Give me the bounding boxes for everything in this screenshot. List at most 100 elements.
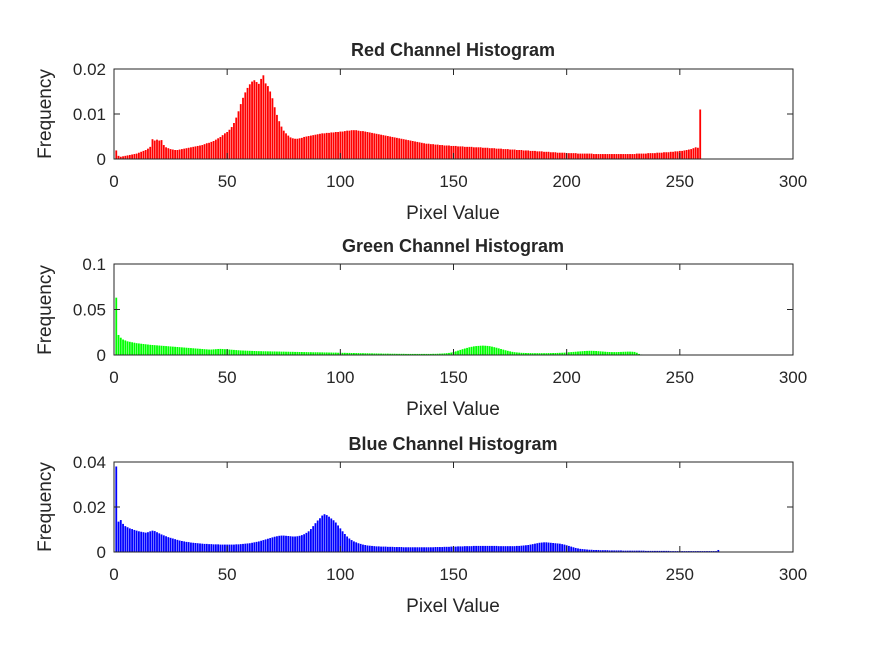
histogram-bar [588,549,591,552]
histogram-bar [325,132,328,159]
histogram-bar [366,545,369,552]
y-tick-label: 0.02 [73,60,106,79]
histogram-bar [128,528,131,553]
histogram-bar [393,137,396,159]
histogram-bar [244,92,247,159]
histogram-bar [190,348,192,355]
histogram-bar [644,153,647,159]
histogram-bar [427,353,430,355]
histogram-bar [647,153,650,159]
histogram-bar [488,545,491,552]
histogram-bar [233,544,235,552]
histogram-bar [228,129,231,159]
histogram-bar [445,145,448,159]
histogram-bar [638,353,640,355]
histogram-bar [694,147,697,159]
histogram-bar [364,545,367,552]
histogram-bar [339,131,342,159]
histogram-bar [604,550,607,552]
histogram-bar [411,353,414,355]
histogram-bar [466,347,468,355]
histogram-bar [497,148,500,159]
histogram-bar [355,353,358,355]
histogram-bar [513,546,516,552]
histogram-bar [396,137,398,159]
histogram-bar [377,353,380,355]
histogram-bar [599,154,602,159]
histogram-bar [611,550,613,552]
histogram-bar [337,525,339,552]
histogram-bar [445,546,448,552]
histogram-bar [221,348,224,355]
histogram-bar [323,352,326,355]
histogram-bar [568,153,570,159]
histogram-bar [366,353,369,355]
histogram-bar [194,543,197,552]
x-tick-label: 200 [552,565,580,584]
chart-title: Green Channel Histogram [342,236,564,256]
histogram-bar [470,146,473,159]
histogram-bar [626,550,629,552]
histogram-bar [531,150,534,159]
chart-title: Red Channel Histogram [351,40,555,60]
histogram-bar [377,134,380,159]
histogram-bar [380,353,382,355]
histogram-bar [398,547,401,552]
histogram-bar [536,353,539,355]
histogram-bar [255,541,258,553]
x-tick-label: 250 [666,368,694,387]
histogram-bar [278,351,281,355]
y-tick-label: 0.02 [73,498,106,517]
histogram-bar [477,345,480,355]
x-tick-label: 250 [666,565,694,584]
histogram-bar [203,349,206,355]
histogram-bar [169,346,172,355]
histogram-bar [620,351,622,355]
histogram-bar [486,545,489,552]
histogram-bar [144,532,147,552]
x-tick-label: 50 [218,368,237,387]
histogram-bar [321,515,324,552]
histogram-bar [409,140,412,159]
histogram-bar [294,138,296,159]
histogram-bar [622,351,625,355]
histogram-bar [257,83,260,159]
histogram-bar [407,547,410,552]
histogram-bar [169,149,172,159]
histogram-bar [316,134,319,159]
histogram-bar [137,152,140,159]
histogram-bar [210,544,213,553]
histogram-bar [595,351,597,355]
histogram-bar [405,139,407,159]
histogram-bar [635,153,638,159]
histogram-bar [429,353,432,355]
histogram-bar [540,353,543,355]
histogram-bar [466,546,468,552]
histogram-bar [271,537,274,553]
histogram-bar [260,78,263,159]
histogram-bar [547,151,550,159]
histogram-bar [239,544,242,553]
histogram-bar [192,146,195,159]
histogram-bar [502,546,505,552]
histogram-bar [667,152,670,159]
histogram-bar [420,547,423,552]
histogram-bar [511,546,514,552]
histogram-bar [590,549,593,552]
histogram-bar [205,143,208,159]
histogram-bar [242,350,244,355]
histogram-bar [285,535,287,552]
histogram-bar [629,550,631,552]
histogram-bar [160,345,163,355]
histogram-bar [436,547,439,552]
histogram-bar [633,154,636,159]
histogram-bar [631,154,634,159]
histogram-bar [233,123,235,159]
histogram-bar [332,352,335,355]
histogram-bar [339,528,342,553]
histogram-bar [217,544,220,552]
histogram-bar [158,533,161,552]
histogram-bar [497,348,500,355]
x-tick-label: 300 [779,368,807,387]
histogram-bar [287,135,290,159]
